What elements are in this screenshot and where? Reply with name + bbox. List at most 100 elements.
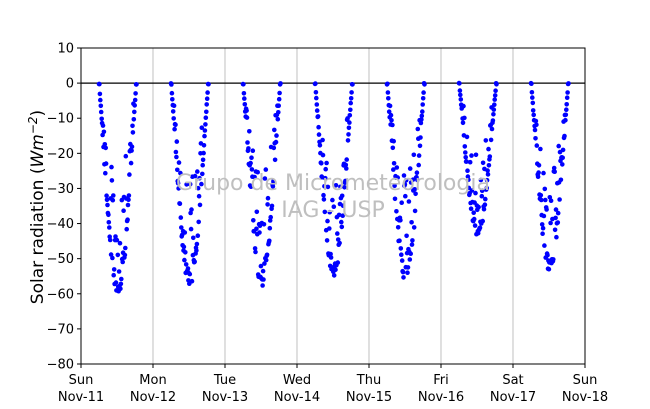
data-point [463,155,469,160]
data-point [461,103,466,109]
data-point [187,181,193,187]
data-point [562,133,567,139]
data-point [538,146,543,152]
data-point [194,248,199,253]
data-point [103,170,108,176]
data-point [109,164,114,170]
data-point [473,152,479,158]
data-point [535,174,541,179]
data-point [123,153,129,159]
data-point [335,231,340,236]
data-point [172,126,177,132]
x-tick-date-label: Nov-17 [490,390,536,405]
y-tick-label: −10 [47,112,74,127]
data-point [129,144,135,149]
data-point [248,184,254,189]
data-point [415,177,420,183]
data-point [197,202,203,208]
data-point [391,167,396,172]
data-point [262,176,268,181]
data-point [241,82,246,87]
data-point [104,197,110,203]
grid-lines [152,48,514,364]
data-point [563,112,569,118]
data-point [174,154,179,160]
data-point [260,283,265,288]
data-point [328,255,334,260]
data-point [387,103,393,109]
data-point [110,255,115,261]
data-point [344,166,349,171]
data-point [111,272,116,278]
data-point [398,218,403,223]
data-points [96,80,571,294]
data-point [188,226,194,232]
data-point [253,249,258,255]
data-point [540,225,546,231]
data-point [406,199,412,204]
data-point [242,102,248,107]
y-tick-label: −60 [47,287,74,302]
data-point [195,233,201,238]
data-point [324,238,330,243]
data-point [410,238,415,243]
data-point [177,201,183,206]
data-point [493,88,498,93]
data-point [482,202,488,207]
data-point [124,226,129,232]
data-point [132,97,138,103]
data-point [403,178,409,183]
x-tick-day-label: Sun [69,373,94,388]
data-point [541,213,547,219]
data-point [564,107,569,112]
data-point [416,162,422,168]
data-point [192,259,197,265]
data-point [173,122,178,128]
data-point [395,225,401,230]
data-point [323,166,329,172]
data-point [339,193,345,199]
data-point [531,112,536,118]
data-point [348,100,354,106]
data-point [398,246,404,251]
data-point [169,90,175,96]
data-point [473,190,478,196]
data-point [275,116,281,122]
data-point [400,269,406,275]
data-point [314,95,319,101]
data-point [102,142,108,147]
watermark-line-2: IAG - USP [281,198,384,223]
data-point [346,132,351,137]
data-point [328,251,333,257]
watermark-line-1: Grupo de Micrometeorologia [176,171,490,196]
data-point [260,268,266,274]
data-point [201,143,207,148]
data-point [350,82,355,87]
data-point [462,115,467,121]
data-point [265,195,271,201]
x-tick-date-label: Nov-14 [274,390,320,405]
data-point [323,175,328,181]
data-point [485,172,491,177]
data-point [254,209,260,215]
data-point [483,196,488,202]
data-point [485,168,490,173]
data-point [244,115,250,120]
data-point [412,208,418,214]
data-point [264,252,270,258]
data-point [320,137,325,143]
data-point [97,81,102,87]
data-point [418,135,423,140]
data-point [420,102,426,107]
data-point [178,170,183,176]
data-point [472,223,478,228]
data-point [98,103,104,109]
data-point [492,97,498,102]
data-point [101,129,107,135]
data-point [267,225,273,231]
data-point [343,162,349,168]
data-point [402,182,408,187]
data-point [257,230,262,235]
data-point [170,109,176,114]
data-point [548,198,554,203]
